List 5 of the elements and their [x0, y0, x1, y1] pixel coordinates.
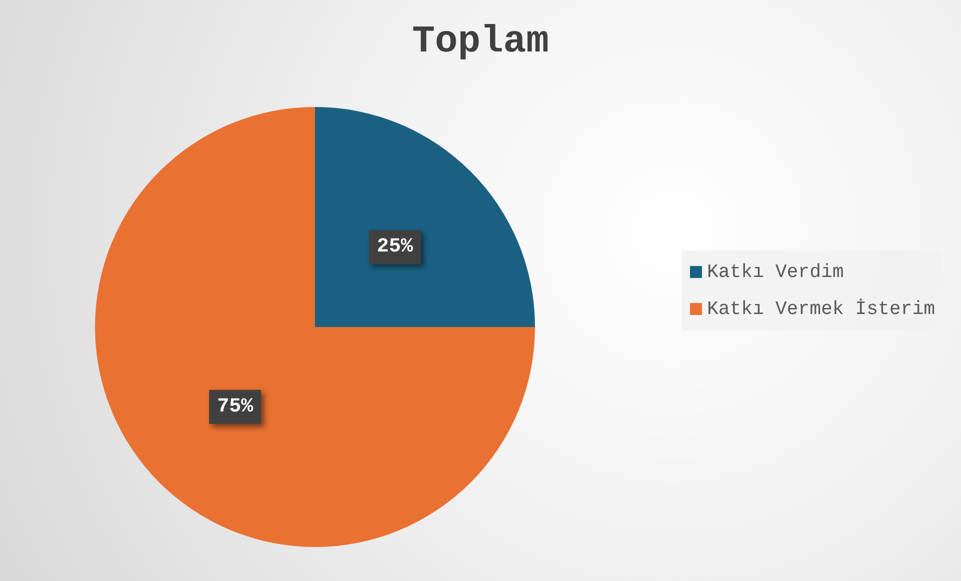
data-label: 25%: [376, 236, 414, 259]
chart-title: Toplam: [412, 20, 549, 64]
data-label: 75%: [217, 395, 254, 418]
legend-label: Katkı Vermek İsterim: [706, 298, 936, 320]
legend-label: Katkı Verdim: [706, 261, 844, 283]
